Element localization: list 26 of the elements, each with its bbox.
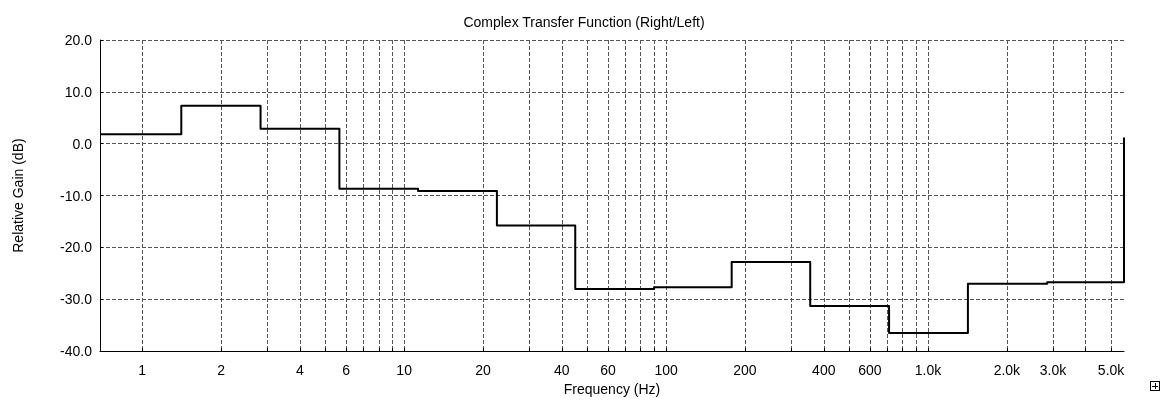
x-tick-label: 200 bbox=[733, 362, 757, 379]
x-tick-label: 100 bbox=[654, 362, 678, 379]
x-tick-label: 600 bbox=[858, 362, 882, 379]
x-tick-label: 6 bbox=[342, 362, 351, 379]
x-tick-label: 20 bbox=[475, 362, 491, 379]
x-axis-title: Frequency (Hz) bbox=[563, 381, 661, 397]
x-tick-label: 400 bbox=[812, 362, 836, 379]
x-tick-label: 10 bbox=[396, 362, 413, 379]
y-tick-label: 10.0 bbox=[64, 83, 93, 100]
x-tick-label: 2.0k bbox=[993, 362, 1022, 379]
y-tick-label: -20.0 bbox=[60, 239, 93, 256]
y-tick-label: 20.0 bbox=[64, 32, 93, 48]
x-tick-label: 3.0k bbox=[1039, 362, 1068, 379]
x-tick-label: 5.0k bbox=[1097, 362, 1126, 379]
y-tick-label: -40.0 bbox=[60, 343, 93, 360]
y-tick-label: 0.0 bbox=[72, 135, 93, 152]
y-tick-label: -10.0 bbox=[60, 187, 93, 204]
y-axis-title: Relative Gain (dB) bbox=[10, 138, 26, 253]
x-tick-label: 60 bbox=[600, 362, 616, 379]
y-tick-label: -30.0 bbox=[60, 291, 93, 308]
x-tick-label: 2 bbox=[217, 362, 226, 379]
x-tick-label: 1.0k bbox=[914, 362, 943, 379]
x-tick-label: 4 bbox=[296, 362, 305, 379]
x-tick-label: 1 bbox=[138, 362, 147, 379]
chart-title: Complex Transfer Function (Right/Left) bbox=[463, 14, 705, 30]
x-tick-label: 40 bbox=[554, 362, 570, 379]
